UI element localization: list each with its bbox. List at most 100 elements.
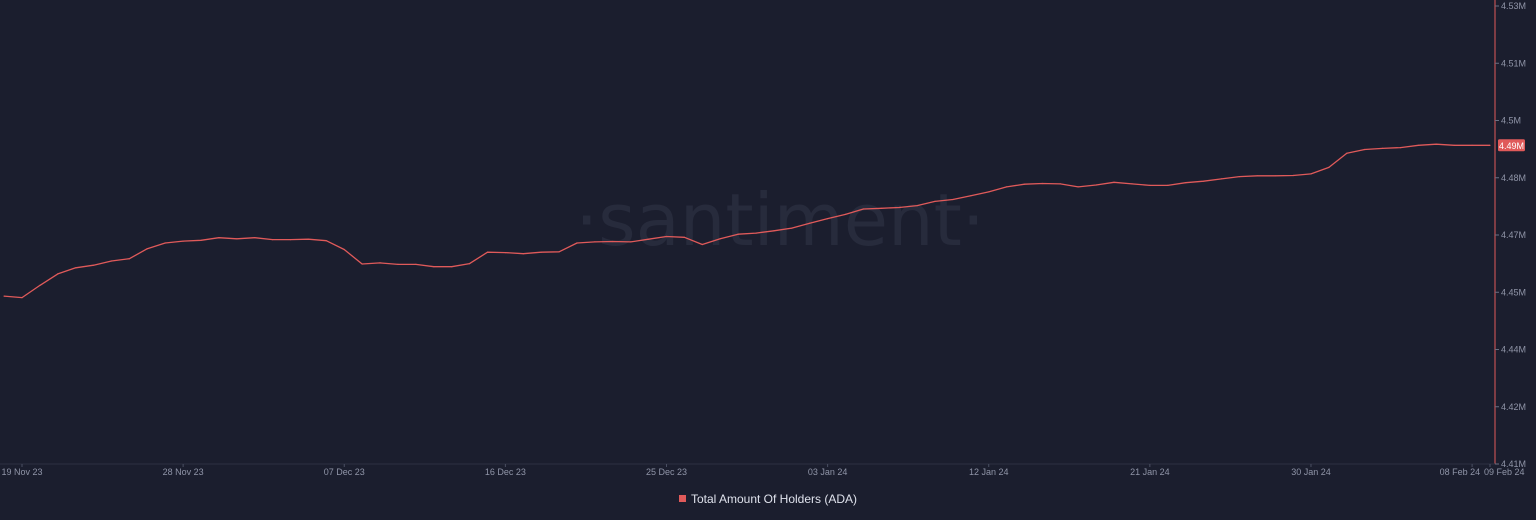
series-line-holders[interactable] [4, 143, 1490, 299]
y-tick-label: 4.47M [1501, 230, 1526, 240]
data-point[interactable] [934, 200, 936, 202]
data-point[interactable] [75, 267, 77, 269]
data-point[interactable] [1399, 147, 1402, 149]
data-point[interactable] [1256, 175, 1258, 177]
legend-swatch [678, 495, 686, 502]
x-tick-label: 16 Dec 23 [485, 467, 526, 477]
data-point[interactable] [469, 263, 471, 265]
data-point[interactable] [200, 239, 202, 241]
data-point[interactable] [1203, 180, 1205, 182]
data-point[interactable] [415, 263, 417, 265]
data-point[interactable] [1220, 178, 1223, 180]
data-point[interactable] [3, 295, 5, 297]
data-point[interactable] [737, 233, 739, 235]
y-tick-label: 4.48M [1501, 173, 1526, 183]
data-point[interactable] [289, 239, 292, 241]
data-point[interactable] [773, 230, 775, 232]
y-tick-label: 4.53M [1501, 1, 1526, 11]
data-point[interactable] [451, 266, 453, 268]
data-point[interactable] [1113, 181, 1115, 183]
data-point[interactable] [576, 242, 578, 244]
data-point[interactable] [862, 208, 865, 210]
data-point[interactable] [146, 248, 148, 250]
data-point[interactable] [397, 263, 399, 265]
data-point[interactable] [1382, 147, 1384, 149]
data-point[interactable] [361, 263, 363, 265]
y-tick-label: 4.42M [1501, 402, 1526, 412]
data-point[interactable] [343, 248, 345, 251]
data-point[interactable] [93, 264, 95, 266]
data-point[interactable] [307, 238, 309, 240]
data-point[interactable] [110, 260, 113, 262]
data-point[interactable] [916, 205, 918, 207]
x-tick-label: 28 Nov 23 [163, 467, 204, 477]
data-point[interactable] [665, 235, 668, 238]
data-point[interactable] [540, 251, 542, 253]
data-point[interactable] [970, 195, 972, 197]
data-point[interactable] [218, 237, 220, 239]
data-point[interactable] [1489, 144, 1491, 146]
data-point[interactable] [1238, 176, 1240, 178]
x-tick-label: 25 Dec 23 [646, 467, 687, 477]
data-point[interactable] [648, 238, 650, 240]
data-point[interactable] [988, 191, 990, 193]
data-point[interactable] [486, 251, 489, 253]
data-point[interactable] [272, 239, 274, 241]
data-point[interactable] [1095, 184, 1097, 186]
data-point[interactable] [1346, 152, 1348, 154]
data-point[interactable] [21, 297, 23, 299]
data-point[interactable] [1077, 186, 1079, 188]
data-point[interactable] [594, 241, 596, 243]
data-point[interactable] [1131, 183, 1133, 185]
data-point[interactable] [1274, 175, 1276, 177]
data-point[interactable] [1167, 184, 1169, 186]
data-point[interactable] [558, 251, 560, 253]
data-point[interactable] [1185, 182, 1187, 184]
data-point[interactable] [1041, 182, 1043, 185]
data-point[interactable] [612, 240, 614, 243]
data-point[interactable] [128, 258, 130, 260]
data-point[interactable] [1417, 144, 1419, 146]
data-point[interactable] [57, 273, 59, 275]
data-point[interactable] [809, 222, 811, 224]
data-point[interactable] [379, 262, 381, 264]
data-point[interactable] [1059, 183, 1061, 185]
data-point[interactable] [164, 242, 166, 244]
data-point[interactable] [1310, 173, 1312, 175]
data-point[interactable] [1292, 174, 1294, 177]
data-point[interactable] [1471, 144, 1473, 146]
watermark: ·santiment· [575, 178, 985, 262]
data-point[interactable] [39, 284, 41, 286]
data-point[interactable] [755, 232, 757, 234]
data-point[interactable] [325, 240, 327, 242]
x-tick-label: 21 Jan 24 [1130, 467, 1170, 477]
legend[interactable]: Total Amount Of Holders (ADA) [0, 492, 1536, 506]
x-tick-label: 09 Feb 24 [1484, 467, 1525, 477]
data-point[interactable] [1149, 184, 1151, 186]
data-point[interactable] [182, 240, 184, 242]
data-point[interactable] [827, 218, 829, 220]
data-point[interactable] [898, 206, 900, 209]
data-point[interactable] [844, 213, 847, 215]
data-point[interactable] [630, 241, 632, 243]
data-point[interactable] [1364, 148, 1366, 151]
data-point[interactable] [701, 243, 703, 246]
data-point[interactable] [433, 266, 435, 268]
x-tick-label: 12 Jan 24 [969, 467, 1009, 477]
data-point[interactable] [1328, 166, 1330, 168]
data-point[interactable] [254, 237, 256, 239]
data-point[interactable] [952, 198, 954, 201]
x-tick-label: 19 Nov 23 [1, 467, 42, 477]
y-tick-label: 4.41M [1501, 459, 1526, 469]
data-point[interactable] [504, 252, 506, 254]
data-point[interactable] [522, 253, 524, 255]
data-point[interactable] [880, 207, 882, 209]
data-point[interactable] [236, 238, 238, 240]
data-point[interactable] [719, 238, 721, 240]
data-point[interactable] [1453, 144, 1455, 146]
data-point[interactable] [1435, 143, 1437, 145]
data-point[interactable] [1006, 186, 1008, 188]
data-point[interactable] [1023, 183, 1026, 185]
data-point[interactable] [683, 236, 686, 238]
data-point[interactable] [791, 227, 793, 229]
